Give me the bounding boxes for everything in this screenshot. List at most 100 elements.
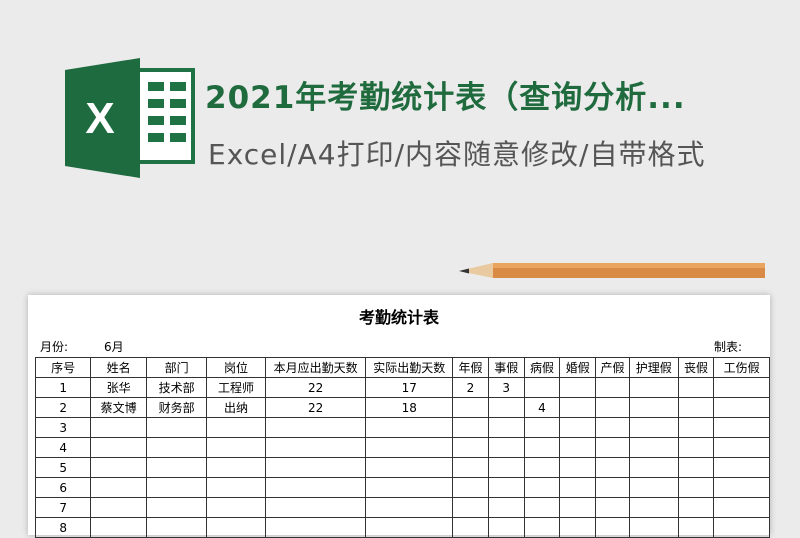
header-cell: 丧假: [677, 357, 715, 378]
data-row: 4: [34, 437, 770, 458]
cell: 5: [34, 457, 92, 478]
cell: [206, 417, 266, 438]
cell: 1: [34, 377, 92, 398]
cell: [523, 377, 561, 398]
attendance-table: 序号 姓名 部门 岗位 本月应出勤天数 实际出勤天数 年假 事假 病假 婚假 产假 护理假 丧假 工伤假 1…: [34, 357, 770, 538]
cell: [90, 497, 147, 518]
cell: 工程师: [206, 377, 266, 398]
cell: [628, 497, 679, 518]
title: 2021年考勤统计表（查询分析...: [205, 80, 686, 116]
cell: [487, 417, 525, 438]
cell: [559, 377, 597, 398]
data-row: 7: [34, 497, 770, 518]
maker-label: 制表:: [714, 340, 743, 354]
data-row: 6: [34, 477, 770, 498]
header-cell: 姓名: [90, 357, 147, 378]
cell: [559, 517, 597, 538]
cell: 4: [523, 397, 561, 418]
cell: [523, 457, 561, 478]
page: X 2021年考勤统计表（查询分析... Excel/A4打印/内容随意修改/自…: [28, 58, 770, 538]
cell: [559, 497, 597, 518]
cell: [628, 377, 679, 398]
cell: [559, 437, 597, 458]
cell: 张华: [90, 377, 147, 398]
header-cell: 部门: [145, 357, 208, 378]
cell: [713, 457, 770, 478]
cell: [677, 497, 715, 518]
header-row: 序号 姓名 部门 岗位 本月应出勤天数 实际出勤天数 年假 事假 病假 婚假 产假 护理假 丧假 工伤假: [34, 357, 770, 378]
cell: [559, 457, 597, 478]
cell: [713, 437, 770, 458]
cell: [90, 457, 147, 478]
cell: [595, 517, 630, 538]
cell: [365, 457, 454, 478]
cell: 22: [264, 397, 367, 418]
cell: [677, 517, 715, 538]
cell: [677, 477, 715, 498]
cell: [559, 417, 597, 438]
cell: [677, 457, 715, 478]
cell: [206, 517, 266, 538]
cell: [452, 497, 489, 518]
svg-text:X: X: [85, 94, 114, 143]
cell: 8: [34, 517, 92, 538]
cell: [595, 437, 630, 458]
header-cell: 实际出勤天数: [365, 357, 454, 378]
cell: [452, 517, 489, 538]
cell: [365, 497, 454, 518]
header-cell: 护理假: [628, 357, 679, 378]
cell: [365, 417, 454, 438]
pencil: [459, 263, 765, 278]
cell: 财务部: [145, 397, 208, 418]
cell: [452, 417, 489, 438]
cell: 技术部: [145, 377, 208, 398]
paper: 考勤统计表 月份: 6月 制表: 序号 姓名 部门 岗位 本月应出勤天数 实际出勤天数 年假…: [28, 295, 770, 538]
cell: [487, 397, 525, 418]
cell: [595, 477, 630, 498]
cell: [365, 477, 454, 498]
cell: [677, 377, 715, 398]
cell: 7: [34, 497, 92, 518]
data-row: 8: [34, 517, 770, 538]
cell: [90, 477, 147, 498]
cell: [595, 497, 630, 518]
data-row: 1 张华 技术部 工程师 22 17 2 3: [34, 377, 770, 398]
cell: [145, 477, 208, 498]
header-cell: 病假: [523, 357, 561, 378]
cell: 蔡文博: [90, 397, 147, 418]
cell: 2: [34, 397, 92, 418]
header-cell: 岗位: [206, 357, 266, 378]
cell: [264, 477, 367, 498]
cell: [206, 477, 266, 498]
cell: [559, 397, 597, 418]
cell: [628, 477, 679, 498]
cell: [595, 457, 630, 478]
cell: [713, 397, 770, 418]
cell: [264, 437, 367, 458]
cell: 22: [264, 377, 367, 398]
cell: [206, 457, 266, 478]
cell: [452, 457, 489, 478]
data-row: 3: [34, 417, 770, 438]
cell: [628, 437, 679, 458]
excel-logo: X: [65, 58, 195, 178]
cell: [145, 497, 208, 518]
cell: [264, 497, 367, 518]
cell: [523, 517, 561, 538]
header-cell: 序号: [34, 357, 92, 378]
cell: 出纳: [206, 397, 266, 418]
cell: [487, 517, 525, 538]
month-label: 月份:: [40, 340, 69, 354]
cell: [487, 477, 525, 498]
cell: [713, 517, 770, 538]
cell: [628, 517, 679, 538]
cell: 18: [365, 397, 454, 418]
cell: [713, 417, 770, 438]
cell: [145, 437, 208, 458]
month: 6月: [104, 340, 124, 354]
cell: [595, 377, 630, 398]
cell: [677, 397, 715, 418]
cell: [206, 437, 266, 458]
header-cell: 产假: [595, 357, 630, 378]
header-cell: 事假: [487, 357, 525, 378]
